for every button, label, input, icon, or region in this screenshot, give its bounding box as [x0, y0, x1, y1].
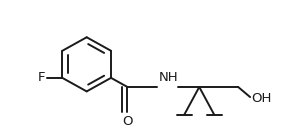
Text: F: F	[38, 71, 45, 84]
Text: O: O	[122, 115, 133, 128]
Text: OH: OH	[252, 92, 272, 105]
Text: NH: NH	[159, 71, 178, 84]
